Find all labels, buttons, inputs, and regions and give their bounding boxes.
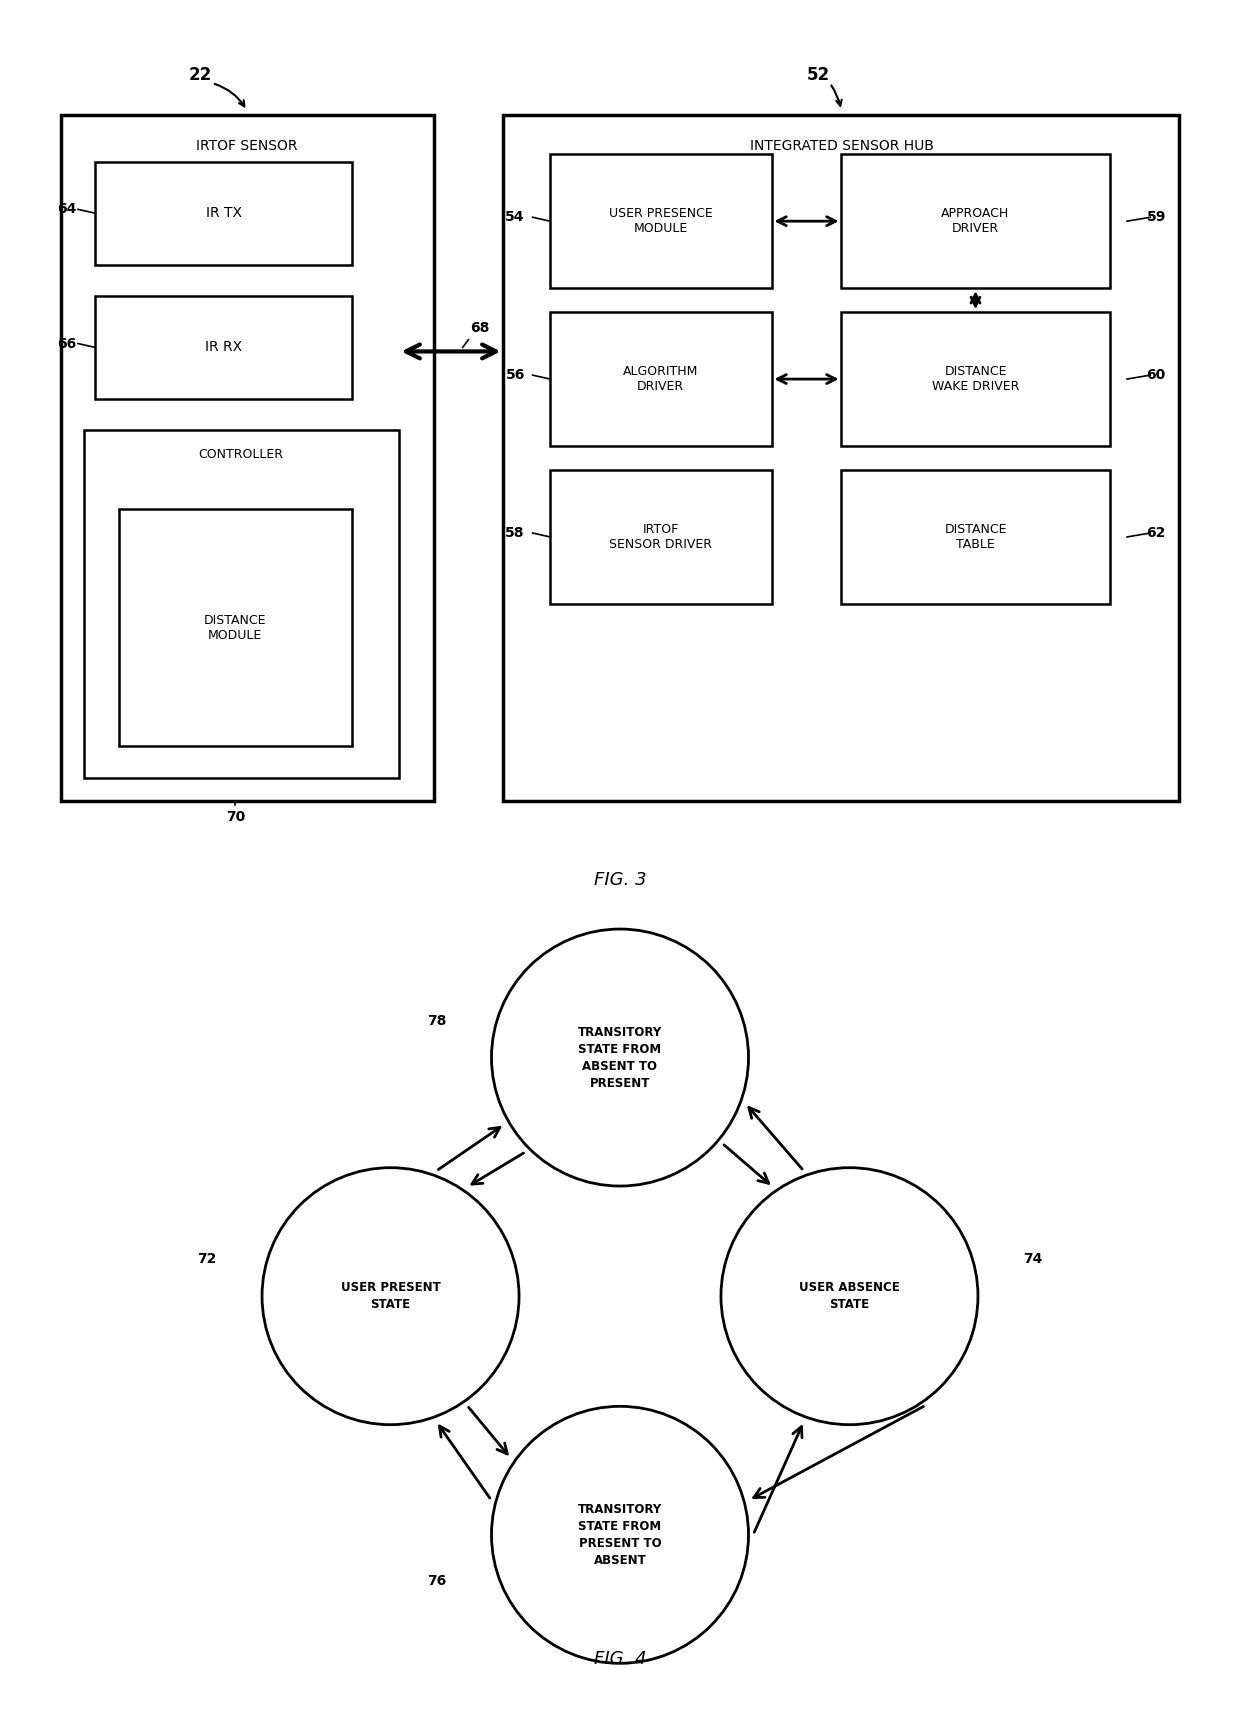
Text: 60: 60 xyxy=(1147,369,1166,383)
Text: DISTANCE
TABLE: DISTANCE TABLE xyxy=(944,523,1007,551)
Circle shape xyxy=(491,1407,749,1663)
Bar xyxy=(95,297,352,398)
Text: 54: 54 xyxy=(506,211,525,225)
Bar xyxy=(842,470,1110,604)
Bar xyxy=(551,470,771,604)
Text: IRTOF
SENSOR DRIVER: IRTOF SENSOR DRIVER xyxy=(609,523,712,551)
Text: ALGORITHM
DRIVER: ALGORITHM DRIVER xyxy=(624,366,698,393)
Text: FIG. 3: FIG. 3 xyxy=(594,872,646,889)
Bar xyxy=(84,431,398,777)
Text: APPROACH
DRIVER: APPROACH DRIVER xyxy=(941,208,1009,235)
Text: USER PRESENT
STATE: USER PRESENT STATE xyxy=(341,1282,440,1311)
Text: 68: 68 xyxy=(470,321,490,335)
Text: USER ABSENCE
STATE: USER ABSENCE STATE xyxy=(799,1282,900,1311)
Bar xyxy=(503,115,1179,801)
Text: TRANSITORY
STATE FROM
PRESENT TO
ABSENT: TRANSITORY STATE FROM PRESENT TO ABSENT xyxy=(578,1503,662,1567)
Text: 64: 64 xyxy=(57,202,76,216)
Circle shape xyxy=(720,1167,978,1424)
Bar xyxy=(842,312,1110,446)
Text: IR RX: IR RX xyxy=(205,340,242,355)
Text: 22: 22 xyxy=(188,67,212,84)
Text: USER PRESENCE
MODULE: USER PRESENCE MODULE xyxy=(609,208,713,235)
Text: IR TX: IR TX xyxy=(206,206,242,220)
Text: 52: 52 xyxy=(806,67,830,84)
Text: IRTOF SENSOR: IRTOF SENSOR xyxy=(196,139,298,153)
Text: CONTROLLER: CONTROLLER xyxy=(198,448,284,460)
Text: 74: 74 xyxy=(1023,1253,1043,1266)
Bar xyxy=(842,154,1110,288)
Text: 72: 72 xyxy=(197,1253,217,1266)
Text: 70: 70 xyxy=(226,810,246,824)
Circle shape xyxy=(491,928,749,1186)
Text: 58: 58 xyxy=(506,527,525,541)
Bar xyxy=(551,154,771,288)
Bar xyxy=(61,115,434,801)
Bar xyxy=(95,161,352,264)
Text: 76: 76 xyxy=(427,1574,446,1587)
Text: TRANSITORY
STATE FROM
ABSENT TO
PRESENT: TRANSITORY STATE FROM ABSENT TO PRESENT xyxy=(578,1026,662,1090)
Text: 56: 56 xyxy=(506,369,525,383)
Bar xyxy=(551,312,771,446)
Bar xyxy=(119,510,352,746)
Text: INTEGRATED SENSOR HUB: INTEGRATED SENSOR HUB xyxy=(749,139,934,153)
Text: 59: 59 xyxy=(1147,211,1166,225)
Circle shape xyxy=(262,1167,520,1424)
Text: 62: 62 xyxy=(1147,527,1166,541)
Text: 66: 66 xyxy=(57,336,76,350)
Text: DISTANCE
WAKE DRIVER: DISTANCE WAKE DRIVER xyxy=(931,366,1019,393)
Text: 78: 78 xyxy=(427,1014,446,1028)
Text: FIG. 4: FIG. 4 xyxy=(594,1649,646,1668)
Text: DISTANCE
MODULE: DISTANCE MODULE xyxy=(205,614,267,642)
